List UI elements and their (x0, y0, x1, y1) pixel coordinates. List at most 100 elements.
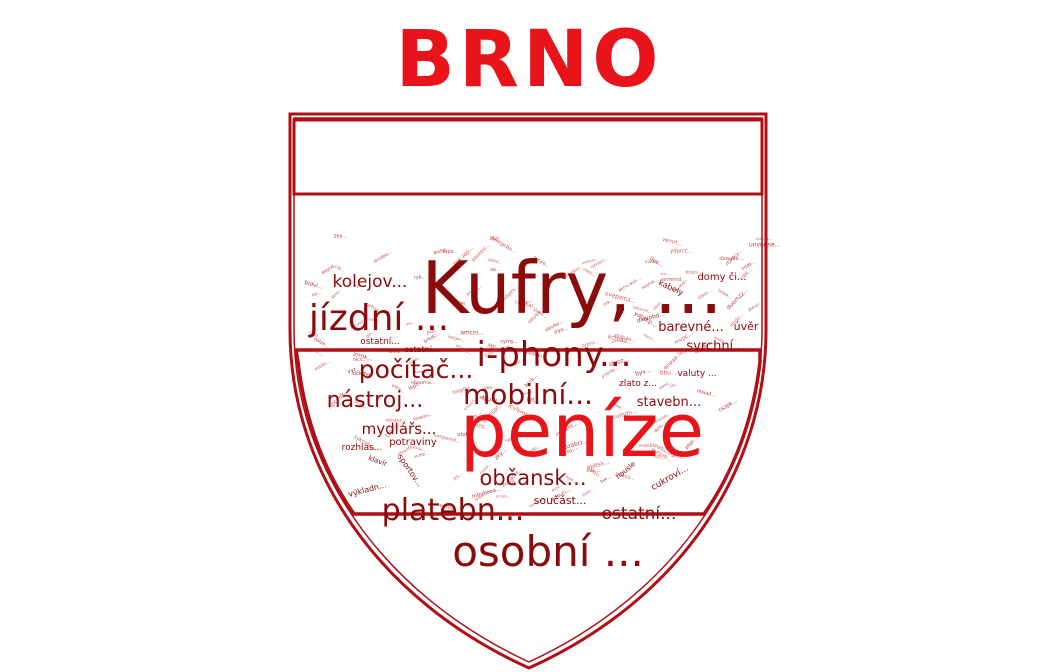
word-barevne: barevné... (658, 320, 724, 335)
small-word-texture: bvpli...donday...oridz...kkbyev...cembal… (304, 233, 781, 513)
tiny-texture-word: zrmk... (352, 352, 373, 363)
tiny-texture-word: vvlcsy... (388, 350, 403, 354)
tiny-texture-word: vcnle... (414, 450, 430, 459)
tiny-texture-word: kabznuk... (632, 305, 651, 314)
shield-chief-band (292, 118, 764, 196)
tiny-texture-word: uuoz... (369, 316, 383, 324)
tiny-texture-word: izakpm... (447, 334, 466, 344)
word-klavir: klavír (367, 454, 388, 468)
tiny-texture-word: nbanma... (411, 380, 436, 386)
tiny-texture-word: cyrny... (500, 339, 517, 345)
tiny-texture-word: dypts... (443, 249, 458, 254)
tiny-texture-word: cenbna... (755, 237, 772, 241)
tiny-texture-word: byv... (635, 368, 652, 378)
tiny-texture-word: myr... (667, 451, 680, 461)
tiny-texture-word: rbmdbiu... (372, 249, 392, 264)
tiny-texture-word: riu... (564, 445, 579, 457)
tiny-texture-word: bidvi... (304, 280, 324, 291)
tiny-texture-word: uoyvv... (642, 332, 656, 342)
word-mydlars: mydlářs... (362, 420, 437, 438)
tiny-texture-word: brzins... (581, 339, 599, 349)
tiny-texture-word: lek... (490, 267, 500, 272)
tiny-texture-word: btm... (519, 297, 534, 309)
tiny-texture-word: ydyt... (652, 453, 665, 461)
word-stavebn: stavebn... (637, 395, 701, 410)
tiny-texture-word: yye... (554, 326, 570, 336)
word-jizdni: jízdní ... (308, 298, 449, 339)
tiny-texture-word: ocp... (602, 297, 614, 307)
tiny-texture-word: zikkd... (488, 257, 503, 266)
tiny-texture-word: eya... (677, 277, 688, 288)
word-mobilni: mobilní... (463, 378, 593, 411)
tiny-texture-word: ysri... (489, 235, 505, 245)
tiny-texture-word: dsausa... (719, 256, 744, 262)
tiny-texture-word: oacppan... (449, 297, 470, 307)
tiny-texture-word: apitslr... (586, 460, 610, 472)
tiny-texture-word: bbu... (660, 371, 676, 377)
tiny-texture-word: tooplbc... (452, 384, 476, 396)
tiny-texture-word: rim... (669, 381, 680, 388)
word-domy: domy či... (697, 271, 746, 283)
tiny-texture-word: dznl... (504, 345, 522, 355)
word-sportov: sportov... (396, 453, 425, 489)
word-penize: peníze (460, 388, 704, 474)
tiny-texture-word: yzl... (525, 396, 540, 405)
shield-outline (288, 112, 768, 670)
tiny-texture-word: zva... (672, 288, 682, 292)
shield-fess-band (293, 348, 762, 516)
tiny-texture-word: zvdauz... (582, 257, 599, 265)
tiny-texture-word: eberl... (652, 299, 664, 311)
tiny-texture-word: vsc... (405, 319, 416, 326)
tiny-texture-word: eyk... (354, 283, 366, 289)
tiny-texture-word: tbad... (565, 475, 577, 484)
tiny-texture-word: oatms... (504, 434, 522, 444)
word-ostatni-1: ostatní... (602, 504, 677, 524)
tiny-texture-word: cdcd... (308, 329, 322, 340)
tiny-texture-word: bao... (599, 474, 611, 484)
tiny-texture-word: zey... (334, 233, 347, 239)
tiny-texture-word: ven... (484, 386, 496, 391)
tiny-texture-word: upbmpbt... (676, 345, 699, 356)
tiny-texture-word: zyvtroa... (408, 443, 426, 452)
tiny-texture-word: cembal... (514, 299, 538, 311)
tiny-texture-word: atyl... (513, 358, 524, 366)
tiny-texture-word: acsv... (550, 482, 563, 492)
tiny-texture-word: nut... (311, 346, 325, 357)
tiny-texture-word: dtsvkr... (413, 370, 428, 374)
tiny-texture-word: cszpk... (718, 398, 739, 414)
tiny-texture-word: nsi... (311, 290, 322, 297)
word-osobni: osobní ... (452, 527, 644, 576)
tiny-texture-word: ydprcc... (670, 248, 693, 254)
tiny-texture-word: mlaza... (615, 471, 636, 482)
tiny-texture-word: rzi... (370, 446, 378, 451)
tiny-texture-word: utusb... (496, 494, 511, 499)
page-title: BRNO (395, 15, 662, 105)
tiny-texture-word: tkpkt... (581, 488, 594, 498)
word-valuty: valuty ... (677, 369, 716, 379)
tiny-texture-word: vkzvpyz... (385, 418, 405, 423)
tiny-texture-word: donday... (655, 412, 671, 424)
tiny-texture-word: stidpad... (613, 333, 636, 345)
tiny-texture-word: styoz... (608, 357, 630, 368)
tiny-texture-word: otsiad... (696, 388, 716, 399)
word-cloud: peníze Kufry, ... osobní ... i-phony... … (308, 246, 759, 576)
word-zlato: zlato z... (619, 379, 657, 389)
tiny-texture-word: usnnc... (658, 379, 673, 391)
tiny-texture-word: rlte... (675, 454, 685, 460)
tiny-texture-word: vemrt... (661, 237, 683, 248)
tiny-texture-word: ybeucc... (747, 300, 763, 312)
tiny-texture-word: mml... (613, 402, 625, 411)
tiny-texture-word: utut... (457, 432, 472, 438)
tiny-texture-word: unvndne... (749, 242, 781, 248)
tiny-texture-word: aizs... (473, 422, 490, 432)
word-obcansk: občansk... (479, 466, 586, 490)
word-soucast: součást... (534, 494, 587, 507)
tiny-texture-word: lcn... (661, 271, 670, 276)
tiny-texture-word: zvo... (488, 342, 500, 350)
tiny-texture-word: bvpli... (523, 388, 537, 396)
shield-outer-border (288, 112, 768, 670)
word-ostatni-3: ostatní... (404, 345, 439, 354)
tiny-texture-word: amcni... (460, 331, 484, 337)
tiny-texture-word: kei... (366, 371, 375, 377)
